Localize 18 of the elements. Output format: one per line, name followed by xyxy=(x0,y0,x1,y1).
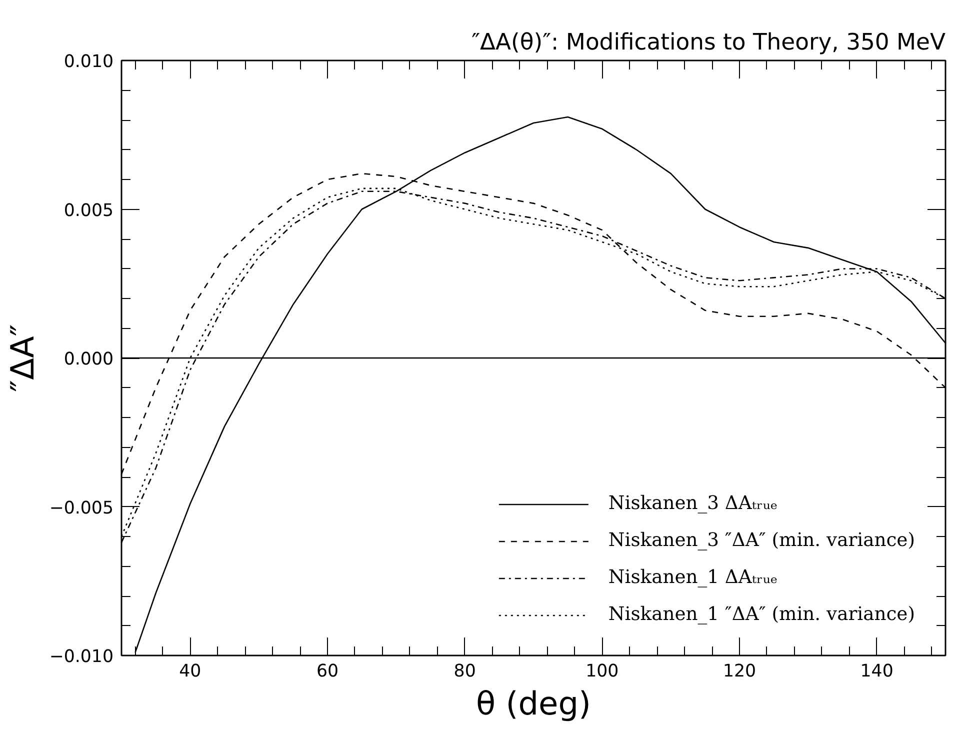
y-tick-label: 0.010 xyxy=(64,52,114,72)
x-tick-label: 120 xyxy=(722,662,756,682)
legend-label: Niskanen_3 ΔAₜᵣᵤₑ xyxy=(608,493,778,514)
y-tick-label: −0.010 xyxy=(49,647,114,667)
x-tick-label: 60 xyxy=(316,662,339,682)
y-tick-label: 0.000 xyxy=(64,350,114,370)
x-tick-label: 140 xyxy=(860,662,894,682)
y-tick-label: 0.005 xyxy=(64,200,114,221)
x-tick-label: 40 xyxy=(179,662,202,682)
legend-label: Niskanen_3 ″ΔA″ (min. variance) xyxy=(608,530,915,551)
y-tick-label: −0.005 xyxy=(49,498,114,518)
x-tick-label: 80 xyxy=(454,662,476,682)
x-tick-label: 100 xyxy=(586,662,619,682)
x-axis-title: θ (deg) xyxy=(476,684,592,722)
legend-label: Niskanen_1 ″ΔA″ (min. variance) xyxy=(608,604,915,625)
y-axis-title: ″ΔA″ xyxy=(3,324,42,392)
chart-title: ″ΔA(θ)″: Modifications to Theory, 350 MeV xyxy=(472,30,946,56)
legend-label: Niskanen_1 ΔAₜᵣᵤₑ xyxy=(608,567,778,588)
